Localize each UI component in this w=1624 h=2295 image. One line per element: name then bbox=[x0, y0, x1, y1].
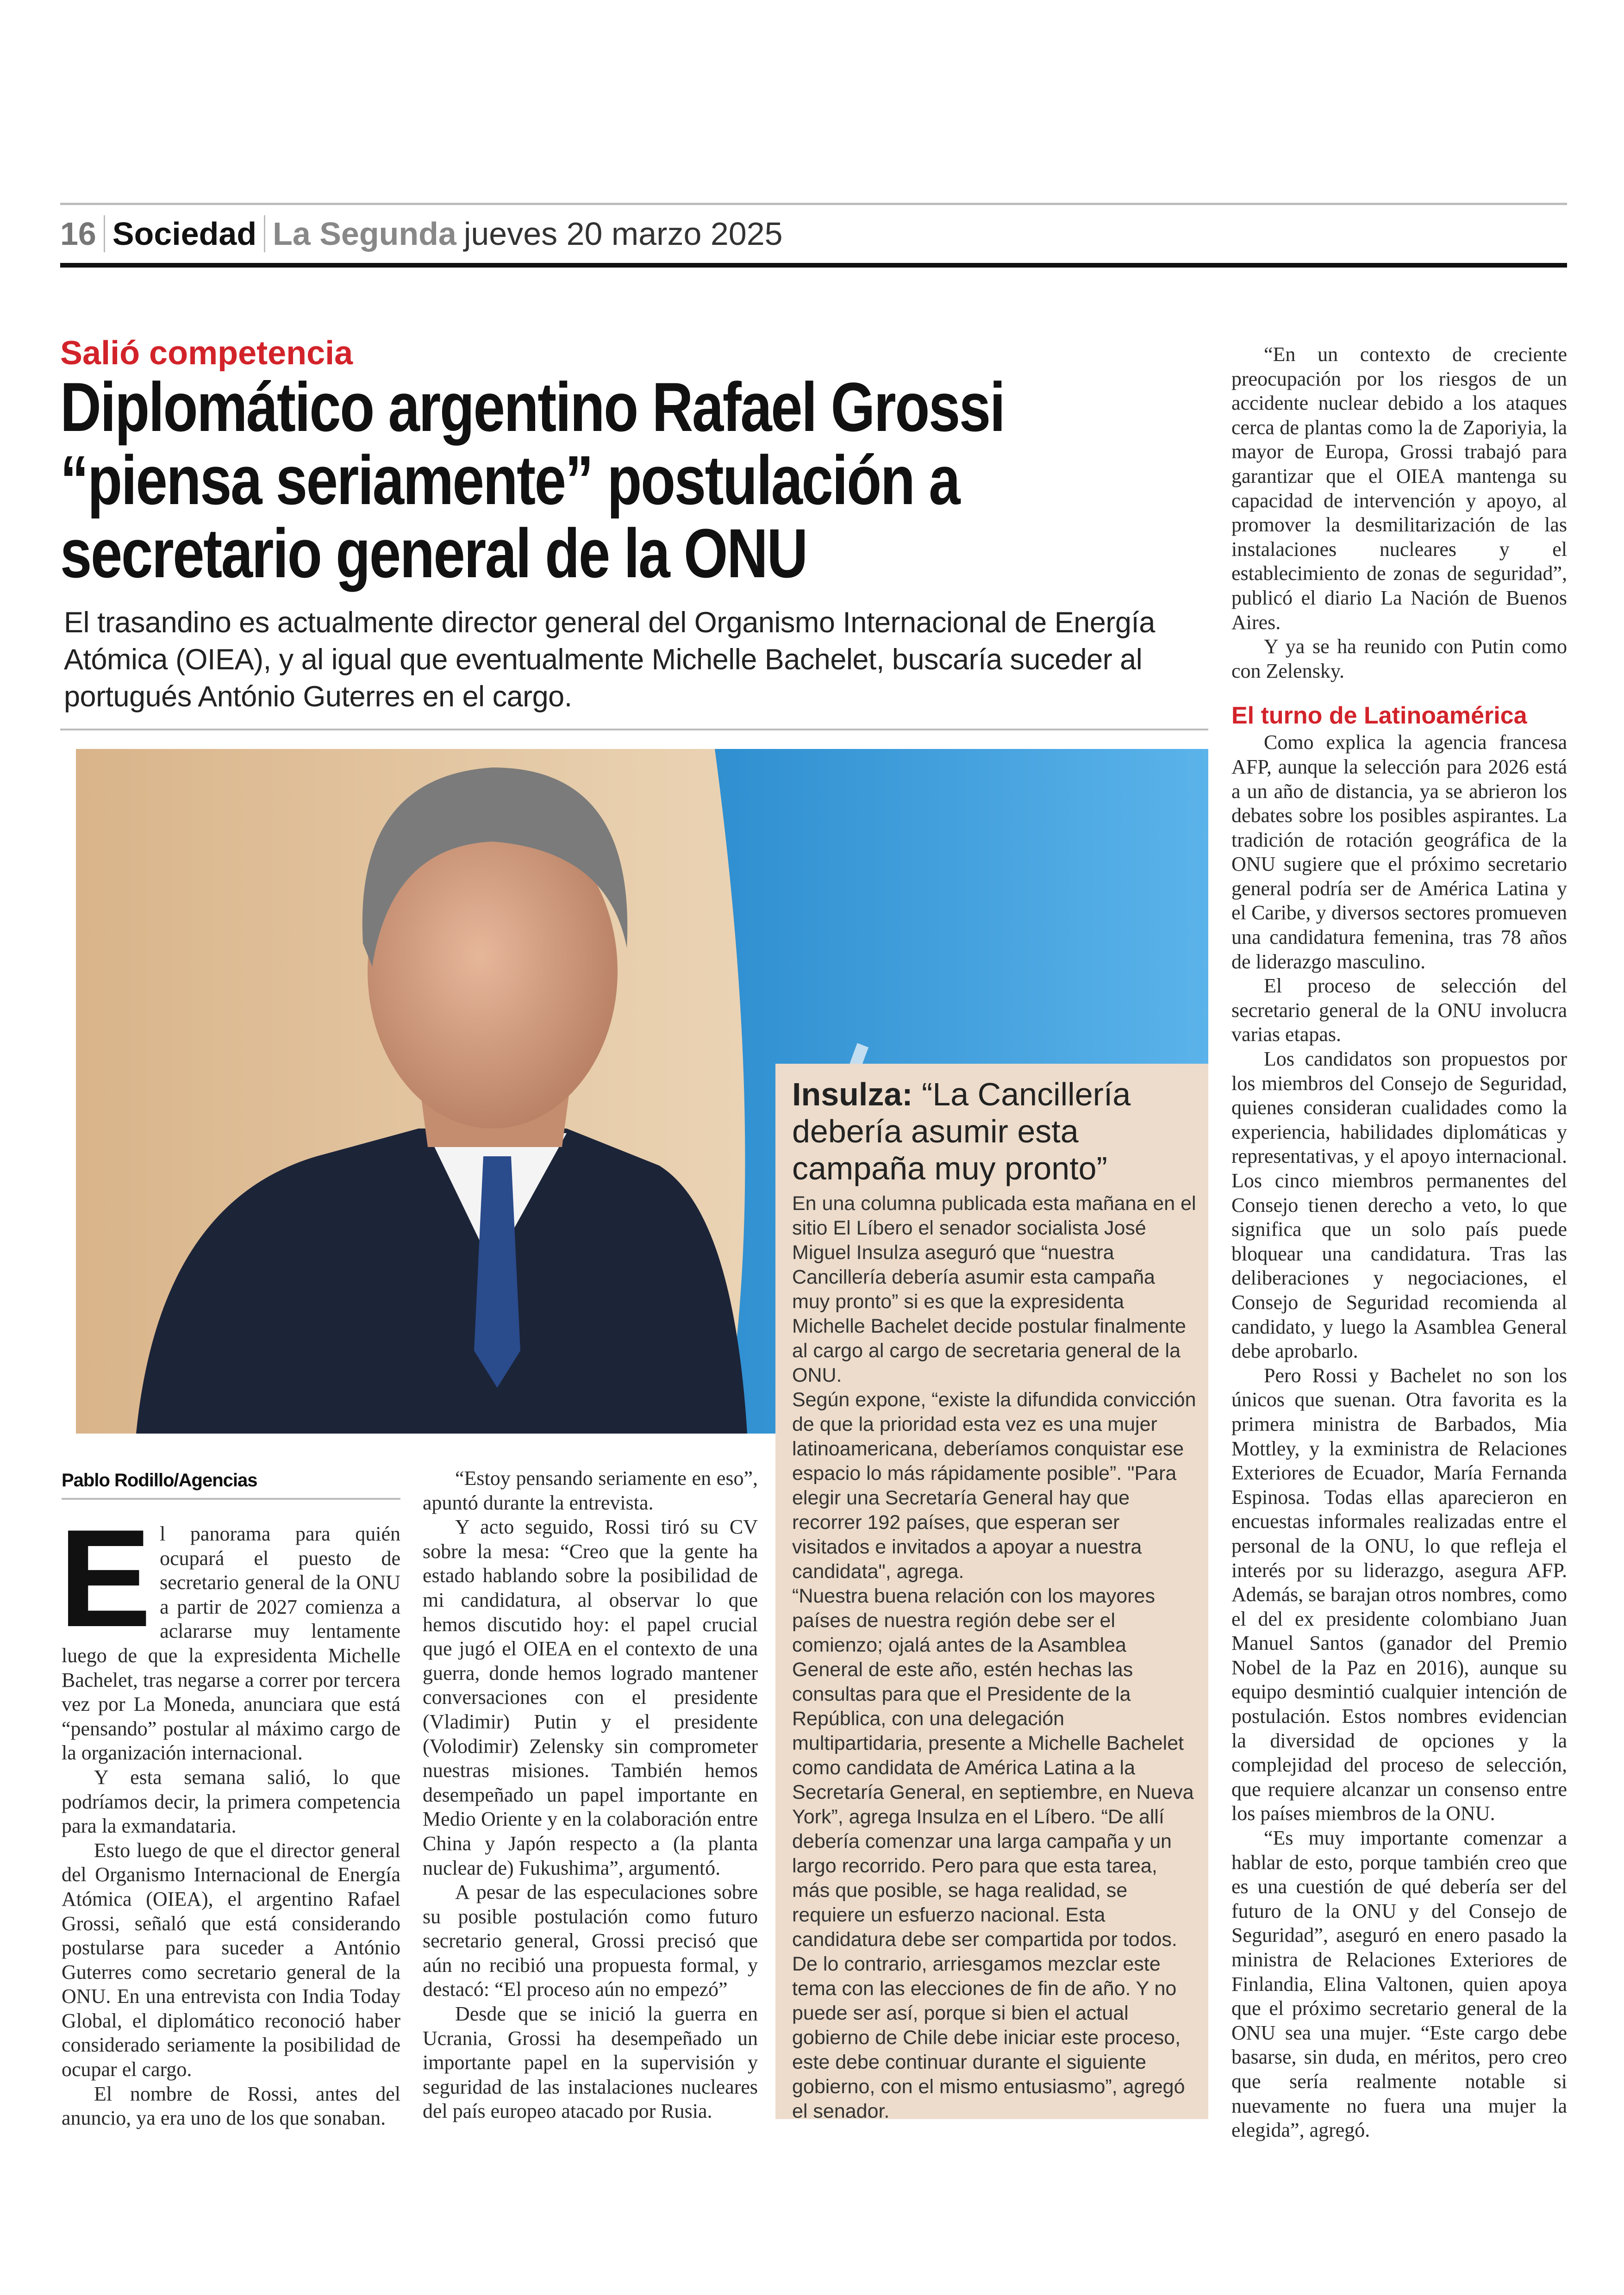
page-number: 16 bbox=[60, 215, 105, 252]
top-rule bbox=[60, 203, 1567, 205]
body-paragraph: “Estoy pensando seriamente en eso”, apun… bbox=[423, 1467, 758, 1514]
sidebar-paragraph: En una columna publicada esta mañana en … bbox=[792, 1192, 1196, 1386]
sidebar-paragraph: “Nuestra buena relación con los mayores … bbox=[792, 1585, 1194, 2122]
body-paragraph: Esto luego de que el director general de… bbox=[62, 1839, 400, 2081]
face bbox=[368, 814, 618, 1129]
headline: Diplomático argentino Rafael Grossi “pie… bbox=[60, 370, 1184, 590]
headline-line: “piensa seriamente” postulación a bbox=[60, 441, 961, 519]
sidebar-paragraph: Según expone, “existe la difundida convi… bbox=[792, 1389, 1196, 1583]
body-paragraph: A pesar de las especulaciones sobre su p… bbox=[423, 1881, 758, 2001]
drop-cap: E bbox=[59, 1500, 152, 1656]
suit bbox=[136, 1129, 747, 1434]
masthead-rule bbox=[60, 263, 1567, 268]
body-paragraph: Y esta semana salió, lo que podríamos de… bbox=[62, 1765, 400, 1838]
issue-date: jueves 20 marzo 2025 bbox=[463, 216, 783, 252]
body-paragraph: Desde que se inició la guerra en Ucrania… bbox=[423, 2002, 758, 2123]
body-paragraph: El proceso de selección del secretario g… bbox=[1231, 974, 1567, 1046]
byline: Pablo Rodillo/Agencias bbox=[62, 1470, 258, 1491]
body-paragraph: “En un contexto de creciente preocupació… bbox=[1231, 343, 1567, 634]
body-paragraph: “Es muy importante comenzar a hablar de … bbox=[1231, 1827, 1567, 2142]
deck: El trasandino es actualmente director ge… bbox=[64, 606, 1155, 713]
subheading: El turno de Latinoamérica bbox=[1231, 702, 1527, 730]
headline-line: Diplomático argentino Rafael Grossi bbox=[60, 368, 1006, 446]
body-paragraph: El nombre de Rossi, antes del anuncio, y… bbox=[62, 2082, 400, 2130]
byline-rule bbox=[62, 1498, 400, 1500]
tie bbox=[474, 1156, 520, 1388]
body-paragraph: Y acto seguido, Rossi tiró su CV sobre l… bbox=[423, 1515, 758, 1879]
body-column-2: “Estoy pensando seriamente en eso”, apun… bbox=[423, 1466, 758, 2124]
paragraph-text: l panorama para quién ocupará el puesto … bbox=[62, 1522, 400, 1765]
body-paragraph: Como explica la agencia francesa AFP, au… bbox=[1231, 731, 1567, 973]
section-name: Sociedad bbox=[105, 215, 266, 252]
body-paragraph: Pero Rossi y Bachelet no son los únicos … bbox=[1231, 1364, 1567, 1825]
kicker: Salió competencia bbox=[60, 335, 353, 372]
sidebar-title: Insulza: “La Cancillería debería asumir … bbox=[792, 1076, 1198, 1187]
body-paragraph: Los candidatos son propuestos por los mi… bbox=[1231, 1048, 1567, 1363]
masthead: 16 Sociedad La Segunda jueves 20 marzo 2… bbox=[60, 211, 783, 257]
hair bbox=[362, 767, 628, 967]
sidebar-box: Insulza: “La Cancillería debería asumir … bbox=[775, 1064, 1208, 2122]
publication-name: La Segunda bbox=[273, 216, 456, 252]
sidebar-title-quote: “La Cancillería debería asumir esta camp… bbox=[792, 1076, 1131, 1186]
body-paragraph: Y ya se ha reunido con Putin como con Ze… bbox=[1231, 635, 1567, 682]
sidebar-title-bold: Insulza: bbox=[792, 1076, 913, 1112]
headline-line: secretario general de la ONU bbox=[60, 514, 808, 592]
deck-rule bbox=[60, 729, 1208, 730]
body-column-3: “En un contexto de creciente preocupació… bbox=[1231, 343, 1567, 2143]
